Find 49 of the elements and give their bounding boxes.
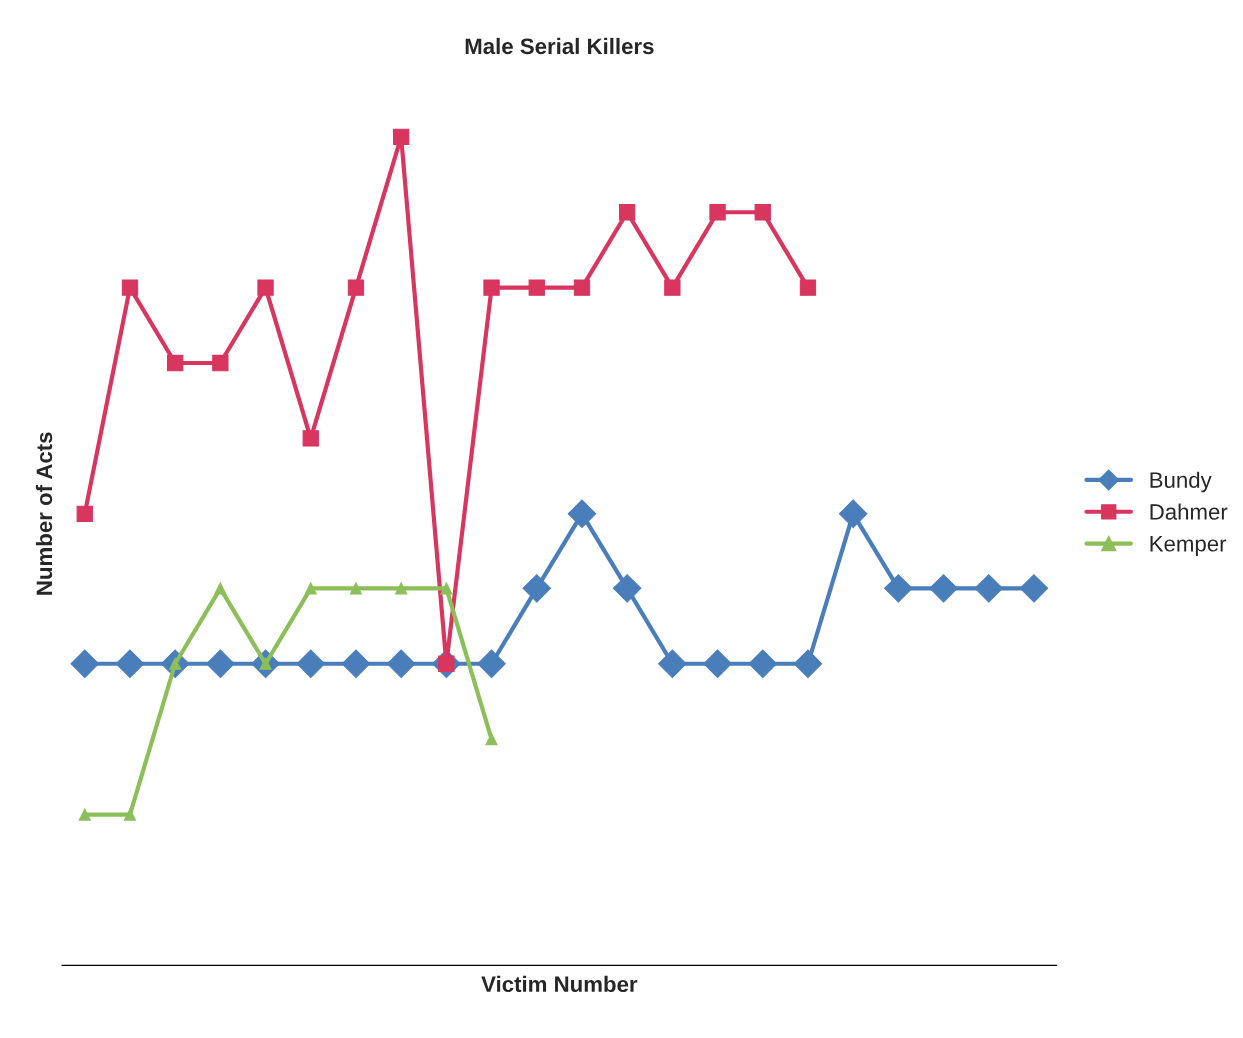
point — [341, 649, 371, 679]
point — [76, 505, 93, 522]
point — [522, 574, 552, 603]
point — [78, 808, 91, 821]
point — [528, 279, 545, 296]
point — [658, 649, 687, 679]
point — [483, 279, 500, 296]
point — [573, 279, 591, 296]
point — [166, 354, 184, 372]
point — [70, 649, 100, 679]
point — [214, 582, 227, 595]
point — [349, 582, 363, 595]
point — [395, 582, 408, 595]
point — [212, 354, 229, 372]
point — [799, 279, 817, 296]
chart-title: Male Serial Killers — [465, 37, 654, 55]
point — [304, 582, 317, 595]
point — [618, 204, 636, 221]
point — [612, 574, 642, 603]
point — [123, 808, 137, 821]
point — [709, 204, 726, 221]
point — [884, 574, 913, 603]
point — [477, 649, 506, 679]
point — [206, 649, 235, 679]
point — [440, 582, 453, 595]
point — [115, 649, 145, 679]
point — [838, 499, 868, 529]
legend-label: Kemper — [1150, 536, 1227, 556]
point — [121, 279, 139, 296]
point — [929, 574, 958, 603]
point — [347, 279, 365, 296]
point — [974, 574, 1004, 603]
legend-label: Dahmer — [1150, 503, 1228, 520]
point — [1019, 574, 1049, 603]
point — [664, 279, 681, 296]
point — [302, 430, 319, 447]
x-axis-title: Victim Number — [481, 975, 638, 993]
point — [754, 204, 771, 221]
y-axis-title: Number of Acts — [35, 432, 53, 595]
point — [793, 649, 823, 679]
point — [567, 499, 597, 529]
point — [703, 649, 732, 679]
legend-label: Bundy — [1150, 471, 1212, 493]
point — [392, 128, 410, 145]
point — [257, 279, 274, 296]
point — [386, 649, 416, 679]
point — [748, 649, 778, 679]
point — [296, 649, 326, 679]
point — [485, 733, 498, 746]
